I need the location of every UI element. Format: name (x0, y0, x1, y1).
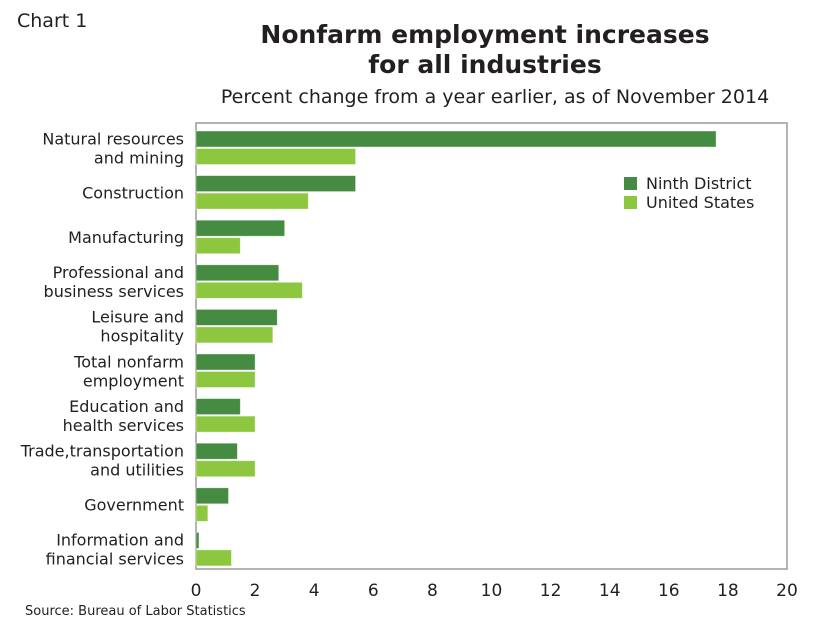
chart-title-line-1: Nonfarm employment increases (260, 20, 710, 49)
x-tick-label: 20 (776, 581, 798, 601)
bar-ninth-district (195, 308, 278, 326)
chart-number-label: Chart 1 (17, 10, 88, 32)
bar-ninth-district (195, 264, 280, 282)
bar-united-states (195, 192, 309, 210)
category-label: Total nonfarm (73, 352, 184, 371)
bar-ninth-district (195, 219, 286, 237)
bar-ninth-district (195, 532, 200, 549)
category-label: financial services (46, 550, 184, 569)
category-label: employment (83, 371, 184, 390)
bar-united-states (195, 281, 303, 299)
bar-united-states (195, 148, 356, 165)
bar-united-states (195, 237, 241, 255)
chart-subtitle: Percent change from a year earlier, as o… (220, 86, 770, 108)
category-label: and mining (94, 148, 184, 167)
bar-united-states (195, 326, 274, 344)
legend-swatch-united-states (624, 196, 637, 209)
legend-swatch-ninth-district (624, 177, 637, 190)
category-label: Professional and (53, 263, 184, 282)
category-label: Trade,transportation (20, 441, 184, 460)
category-label: hospitality (100, 327, 184, 346)
x-tick-label: 14 (599, 581, 621, 601)
bar-ninth-district (195, 442, 238, 460)
category-label: Manufacturing (68, 228, 184, 247)
bar-united-states (195, 460, 256, 478)
plot-frame (195, 122, 788, 570)
x-tick-label: 8 (427, 581, 438, 601)
bar-ninth-district (195, 175, 356, 193)
category-label: and utilities (90, 460, 184, 479)
category-label: Leisure and (91, 308, 184, 327)
category-label: Natural resources (42, 129, 184, 148)
category-label: health services (63, 416, 184, 435)
x-tick-label: 16 (658, 581, 680, 601)
x-tick-label: 10 (481, 581, 503, 601)
category-label: Information and (56, 531, 184, 550)
x-tick-label: 12 (540, 581, 562, 601)
legend-label-ninth-district: Ninth District (646, 174, 752, 193)
bar-ninth-district (195, 487, 229, 505)
x-tick-label: 18 (717, 581, 739, 601)
bar-united-states (195, 371, 256, 388)
bars-group (195, 130, 717, 567)
category-label: Construction (82, 183, 184, 202)
x-tick-label: 2 (250, 581, 261, 601)
bar-united-states (195, 504, 209, 522)
x-tick-label: 6 (368, 581, 379, 601)
chart-title-line-2: for all industries (368, 50, 602, 79)
bar-ninth-district (195, 130, 717, 148)
legend-label-united-states: United States (646, 193, 754, 212)
category-label: Government (84, 496, 184, 515)
category-label: Education and (69, 397, 184, 416)
x-tick-label: 0 (191, 581, 202, 601)
bar-ninth-district (195, 398, 241, 416)
source-note: Source: Bureau of Labor Statistics (25, 604, 246, 619)
bar-united-states (195, 415, 256, 433)
x-tick-label: 4 (309, 581, 320, 601)
chart-title: Nonfarm employment increases for all ind… (200, 20, 770, 80)
bar-ninth-district (195, 353, 256, 371)
bar-united-states (195, 549, 232, 567)
x-axis-ticks: 0 2 4 6 8 10 12 14 16 18 20 (191, 581, 798, 601)
category-label: business services (44, 282, 184, 301)
